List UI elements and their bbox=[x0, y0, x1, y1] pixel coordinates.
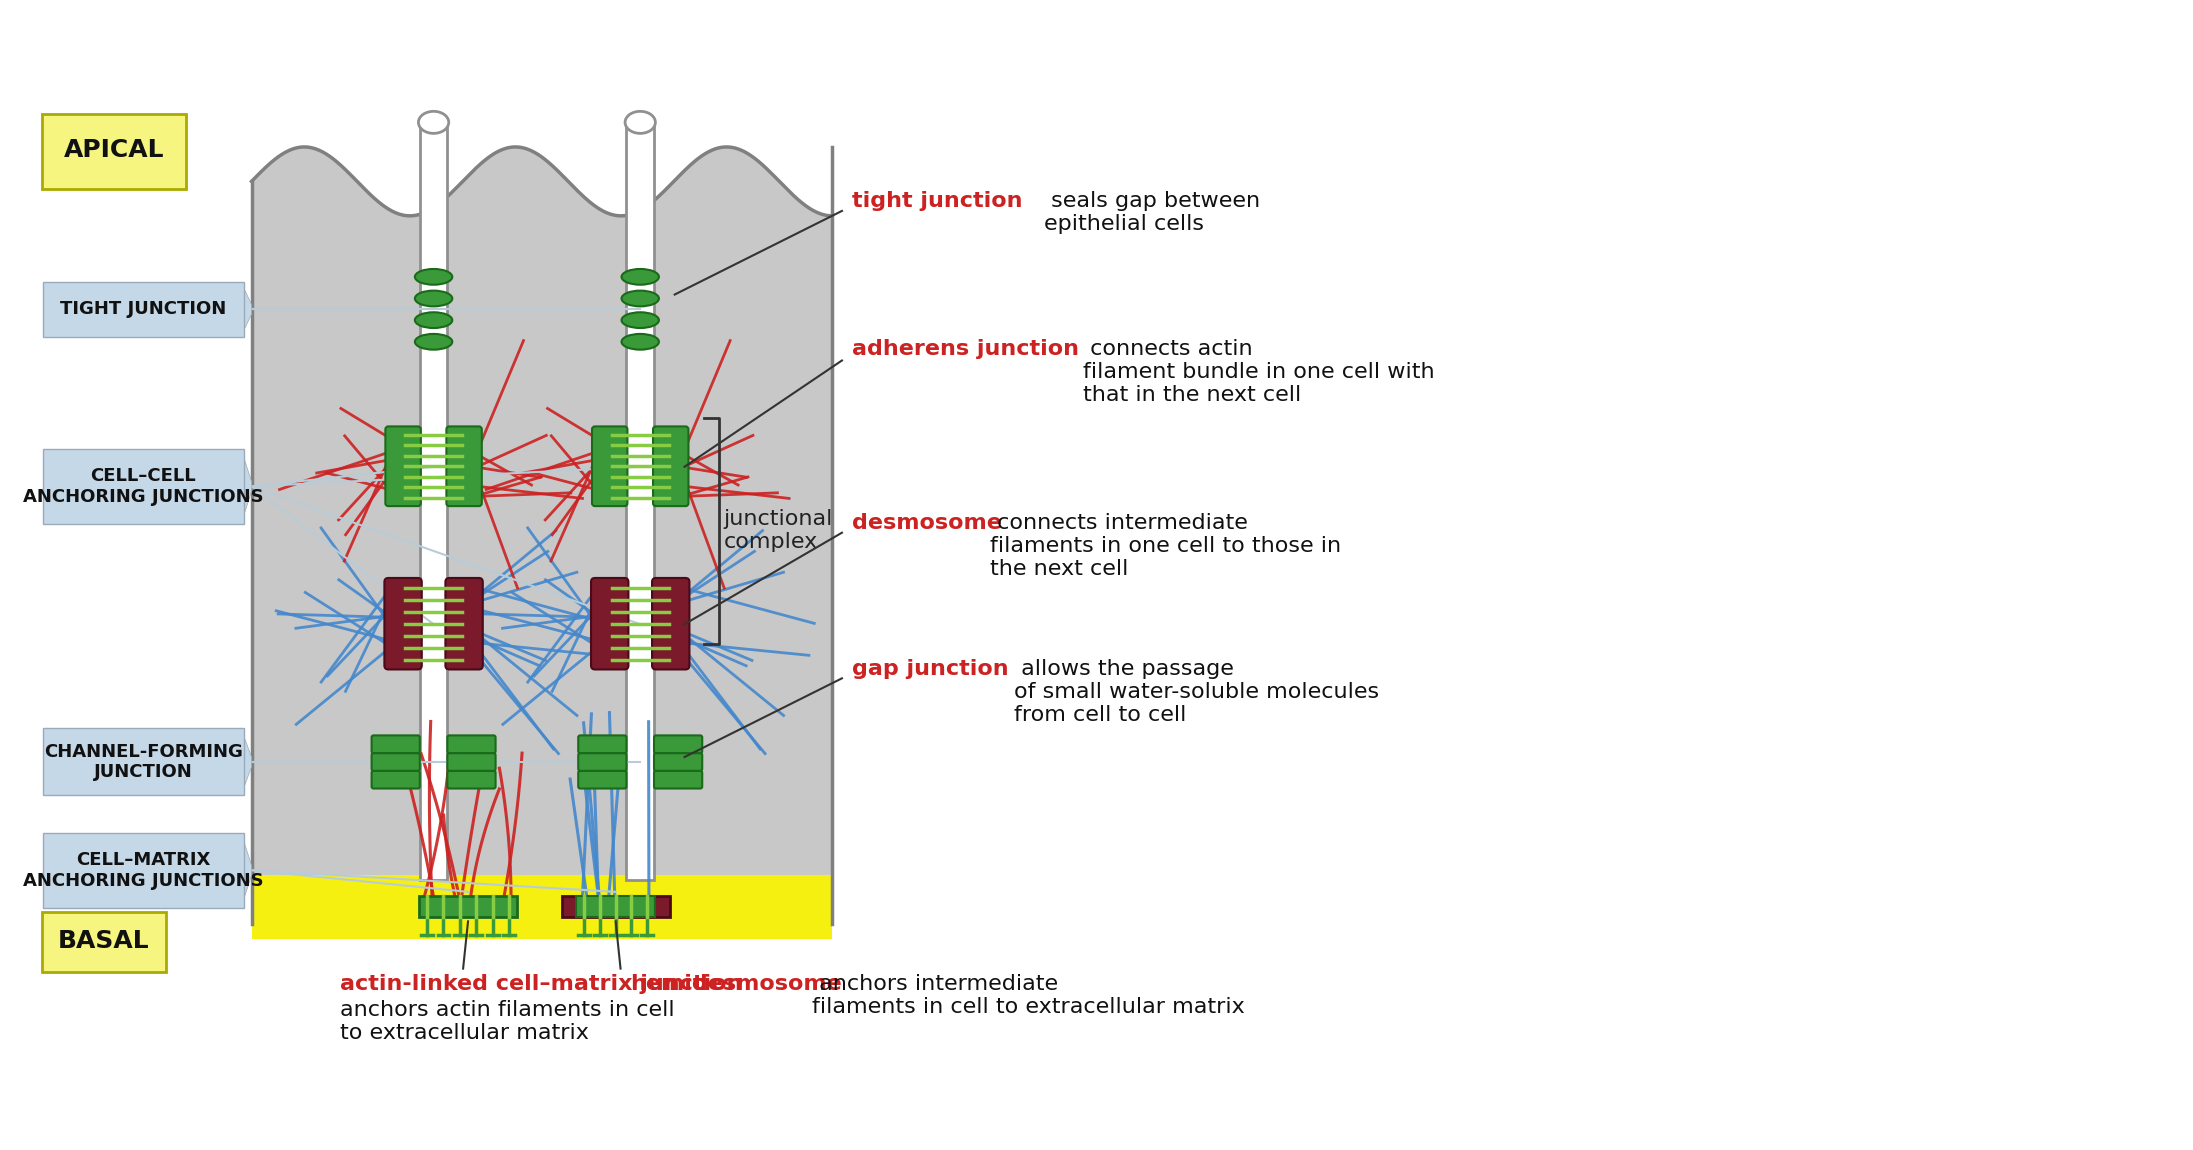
FancyBboxPatch shape bbox=[44, 448, 243, 524]
Text: CHANNEL-FORMING
JUNCTION: CHANNEL-FORMING JUNCTION bbox=[44, 743, 243, 781]
FancyBboxPatch shape bbox=[42, 912, 167, 972]
FancyBboxPatch shape bbox=[654, 753, 702, 770]
FancyBboxPatch shape bbox=[592, 427, 627, 506]
FancyBboxPatch shape bbox=[371, 753, 419, 770]
FancyBboxPatch shape bbox=[386, 427, 421, 506]
Ellipse shape bbox=[414, 269, 452, 285]
Ellipse shape bbox=[414, 291, 452, 306]
Text: connects intermediate
filaments in one cell to those in
the next cell: connects intermediate filaments in one c… bbox=[989, 513, 1340, 580]
Bar bbox=[561, 896, 669, 918]
Ellipse shape bbox=[625, 112, 656, 133]
Polygon shape bbox=[252, 147, 831, 925]
Ellipse shape bbox=[621, 334, 658, 350]
FancyBboxPatch shape bbox=[592, 578, 629, 669]
Text: desmosome: desmosome bbox=[851, 513, 1002, 532]
Polygon shape bbox=[241, 835, 252, 906]
FancyBboxPatch shape bbox=[447, 753, 496, 770]
FancyBboxPatch shape bbox=[371, 770, 419, 789]
Text: seals gap between
epithelial cells: seals gap between epithelial cells bbox=[1044, 191, 1259, 235]
Ellipse shape bbox=[621, 269, 658, 285]
FancyBboxPatch shape bbox=[447, 427, 482, 506]
Bar bbox=[419, 122, 447, 880]
FancyBboxPatch shape bbox=[579, 753, 627, 770]
Ellipse shape bbox=[414, 313, 452, 328]
Polygon shape bbox=[241, 730, 252, 793]
FancyBboxPatch shape bbox=[651, 578, 689, 669]
Text: APICAL: APICAL bbox=[64, 138, 164, 162]
Text: gap junction: gap junction bbox=[851, 659, 1009, 678]
FancyBboxPatch shape bbox=[445, 578, 482, 669]
FancyBboxPatch shape bbox=[42, 115, 186, 190]
Bar bbox=[627, 122, 654, 880]
FancyBboxPatch shape bbox=[44, 282, 243, 337]
Bar bbox=[252, 875, 831, 940]
Text: BASAL: BASAL bbox=[59, 929, 149, 953]
Text: hemidesmosome: hemidesmosome bbox=[629, 974, 842, 994]
FancyBboxPatch shape bbox=[579, 735, 627, 753]
Ellipse shape bbox=[414, 334, 452, 350]
FancyBboxPatch shape bbox=[654, 427, 689, 506]
FancyBboxPatch shape bbox=[447, 770, 496, 789]
Polygon shape bbox=[241, 284, 252, 335]
Bar bbox=[419, 896, 518, 918]
FancyBboxPatch shape bbox=[44, 833, 243, 907]
Text: CELL–MATRIX
ANCHORING JUNCTIONS: CELL–MATRIX ANCHORING JUNCTIONS bbox=[22, 851, 263, 890]
FancyBboxPatch shape bbox=[579, 770, 627, 789]
Text: adherens junction: adherens junction bbox=[851, 339, 1079, 359]
FancyBboxPatch shape bbox=[44, 728, 243, 796]
Ellipse shape bbox=[621, 313, 658, 328]
FancyBboxPatch shape bbox=[654, 735, 702, 753]
Text: tight junction: tight junction bbox=[851, 191, 1022, 212]
Text: anchors actin filaments in cell
to extracellular matrix: anchors actin filaments in cell to extra… bbox=[340, 1000, 675, 1043]
Ellipse shape bbox=[419, 112, 450, 133]
Text: connects actin
filament bundle in one cell with
that in the next cell: connects actin filament bundle in one ce… bbox=[1083, 339, 1434, 405]
Bar bbox=[577, 896, 656, 918]
Text: CELL–CELL
ANCHORING JUNCTIONS: CELL–CELL ANCHORING JUNCTIONS bbox=[22, 467, 263, 506]
Polygon shape bbox=[241, 451, 252, 522]
Text: TIGHT JUNCTION: TIGHT JUNCTION bbox=[59, 300, 226, 319]
FancyBboxPatch shape bbox=[384, 578, 421, 669]
Text: allows the passage
of small water-soluble molecules
from cell to cell: allows the passage of small water-solubl… bbox=[1013, 659, 1379, 724]
FancyBboxPatch shape bbox=[654, 770, 702, 789]
FancyBboxPatch shape bbox=[371, 735, 419, 753]
Text: anchors intermediate
filaments in cell to extracellular matrix: anchors intermediate filaments in cell t… bbox=[811, 974, 1246, 1017]
FancyBboxPatch shape bbox=[447, 735, 496, 753]
Text: junctional
complex: junctional complex bbox=[724, 509, 833, 552]
Ellipse shape bbox=[621, 291, 658, 306]
Text: actin-linked cell–matrix junction: actin-linked cell–matrix junction bbox=[340, 974, 743, 994]
